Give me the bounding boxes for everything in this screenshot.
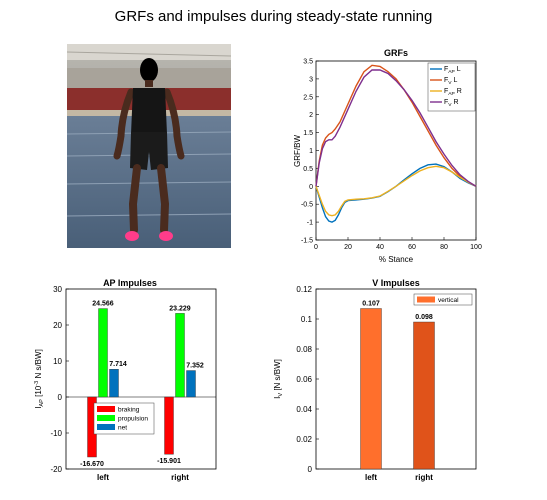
ap-y-tick-label: 10 — [53, 357, 62, 366]
ap-legend-swatch-net — [97, 424, 115, 430]
grfs-y-tick-label: 3.5 — [303, 59, 313, 66]
ap-y-tick-label: -10 — [50, 429, 62, 438]
ap-bar-net-right — [186, 370, 196, 398]
ap-legend-label-propulsion: propulsion — [118, 416, 148, 423]
ap-impulses-title: AP Impulses — [103, 278, 157, 288]
grfs-x-tick-label: 20 — [344, 244, 352, 251]
ap-data-label: -15.901 — [157, 458, 181, 465]
grfs-y-tick-label: 1 — [309, 148, 313, 155]
ap-legend-box — [93, 402, 155, 435]
grfs-x-axis-label: % Stance — [379, 255, 414, 264]
v-y-tick-label: 0.08 — [296, 345, 312, 354]
v-plot-area — [315, 288, 477, 470]
v-y-tick-label: 0.02 — [296, 435, 312, 444]
grfs-y-tick-label: 2 — [309, 112, 313, 119]
grfs-y-tick-label: 0.5 — [303, 166, 313, 173]
grfs-legend-label-2: FAP R — [444, 88, 462, 97]
grfs-x-tick-label: 80 — [440, 244, 448, 251]
ap-data-label: 23.229 — [169, 305, 191, 312]
grfs-x-tick-label: 100 — [470, 244, 482, 251]
grfs-y-tick-label: 0 — [309, 184, 313, 191]
ap-bar-propulsion-left — [98, 308, 108, 398]
ap-bar-braking-left — [87, 396, 97, 458]
ap-legend-swatch-braking — [97, 406, 115, 412]
page-title: GRFs and impulses during steady-state ru… — [114, 8, 433, 25]
v-impulses-title: V Impulses — [372, 278, 420, 288]
grfs-series-line-0 — [315, 163, 477, 223]
grfs-legend-label-1: FV L — [444, 77, 457, 86]
ap-y-tick-label: 30 — [53, 285, 62, 294]
ap-legend-label-net: net — [118, 425, 127, 432]
v-y-tick-label: 0.12 — [296, 285, 312, 294]
v-legend-box — [413, 293, 473, 306]
v-y-tick-label: 0.1 — [301, 315, 313, 324]
ap-x-tick-label: right — [171, 473, 189, 482]
grfs-x-tick-label: 40 — [376, 244, 384, 251]
ap-data-label: 7.714 — [109, 361, 127, 368]
grfs-series-line-2 — [315, 165, 477, 217]
grfs-series-line-1 — [315, 64, 477, 187]
v-y-tick-label: 0 — [308, 465, 313, 474]
v-bar-right — [413, 321, 435, 470]
v-legend-label: vertical — [438, 297, 459, 304]
ap-y-axis-label: IAP [10-3 N s/BW] — [34, 349, 45, 409]
ap-y-tick-label: -20 — [50, 465, 62, 474]
grfs-x-tick-label: 0 — [314, 244, 318, 251]
ap-y-tick-label: 20 — [53, 321, 62, 330]
ap-x-tick-label: left — [97, 473, 109, 482]
grfs-series-line-3 — [315, 69, 477, 187]
v-y-tick-label: 0.06 — [296, 375, 312, 384]
grfs-legend-label-3: FV R — [444, 99, 459, 108]
grfs-chart-title: GRFs — [384, 48, 408, 58]
v-data-label: 0.107 — [362, 301, 380, 308]
v-y-tick-label: 0.04 — [296, 405, 312, 414]
grfs-y-tick-label: -1.5 — [301, 238, 313, 245]
ap-data-label: -16.670 — [80, 461, 104, 468]
grfs-y-tick-label: 2.5 — [303, 94, 313, 101]
grfs-x-tick-label: 60 — [408, 244, 416, 251]
v-x-tick-label: right — [415, 473, 433, 482]
ap-bar-braking-right — [164, 396, 174, 455]
grfs-legend-label-0: FAP L — [444, 66, 461, 75]
ap-bar-propulsion-right — [175, 313, 185, 398]
v-legend-swatch — [417, 296, 435, 303]
runner-figure — [113, 58, 185, 241]
ap-legend-label-braking: braking — [118, 407, 140, 414]
ap-data-label: 7.352 — [186, 363, 204, 370]
grfs-y-tick-label: 1.5 — [303, 130, 313, 137]
v-x-tick-label: left — [365, 473, 377, 482]
ap-y-tick-label: 0 — [58, 393, 63, 402]
grfs-y-tick-label: -1 — [307, 220, 313, 227]
grfs-y-tick-label: 3 — [309, 76, 313, 83]
grfs-legend-box — [427, 62, 476, 112]
runner-photo — [67, 44, 231, 248]
grfs-plot-area — [315, 60, 477, 241]
grfs-y-tick-label: -0.5 — [301, 202, 313, 209]
ap-bar-net-left — [109, 369, 119, 398]
ap-plot-area — [65, 288, 217, 470]
grfs-y-axis-label: GRF/BW — [293, 135, 302, 167]
ap-legend-swatch-propulsion — [97, 415, 115, 421]
v-y-axis-label: IV [N s/BW] — [273, 359, 284, 399]
ap-data-label: 24.566 — [92, 301, 114, 308]
v-bar-left — [360, 308, 382, 470]
v-data-label: 0.098 — [415, 314, 433, 321]
